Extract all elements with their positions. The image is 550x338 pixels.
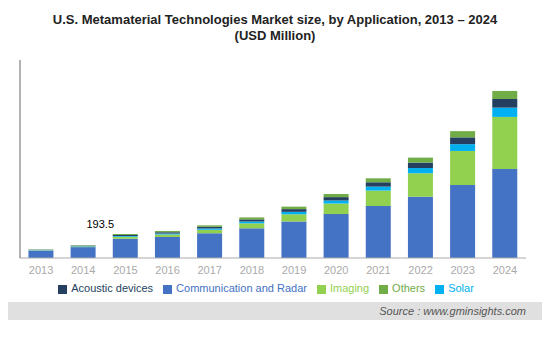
svg-text:2014: 2014 bbox=[71, 264, 95, 276]
html-text:Solar: Solar bbox=[448, 282, 474, 294]
html-text:Others: Others bbox=[392, 282, 426, 294]
html-text:Communication and Radar: Communication and Radar bbox=[176, 282, 307, 294]
svg-text:2020: 2020 bbox=[324, 264, 348, 276]
svg-text:2017: 2017 bbox=[198, 264, 222, 276]
html-text:Source : www.gminsights.com: Source : www.gminsights.com bbox=[379, 305, 526, 317]
svg-text:2013: 2013 bbox=[29, 264, 53, 276]
svg-text:2018: 2018 bbox=[240, 264, 264, 276]
html-text:U.S. Metamaterial Technologies: U.S. Metamaterial Technologies Market si… bbox=[52, 12, 498, 27]
html-text:(USD Million): (USD Million) bbox=[234, 28, 316, 43]
html-text:Acoustic devices: Acoustic devices bbox=[71, 282, 154, 294]
svg-text:193.5: 193.5 bbox=[87, 218, 115, 230]
svg-text:2024: 2024 bbox=[493, 264, 517, 276]
svg-text:2021: 2021 bbox=[366, 264, 390, 276]
svg-text:2016: 2016 bbox=[155, 264, 179, 276]
svg-text:2015: 2015 bbox=[113, 264, 137, 276]
svg-text:2023: 2023 bbox=[451, 264, 475, 276]
svg-text:2022: 2022 bbox=[408, 264, 432, 276]
svg-text:2019: 2019 bbox=[282, 264, 306, 276]
html-text:Imaging: Imaging bbox=[330, 282, 370, 294]
